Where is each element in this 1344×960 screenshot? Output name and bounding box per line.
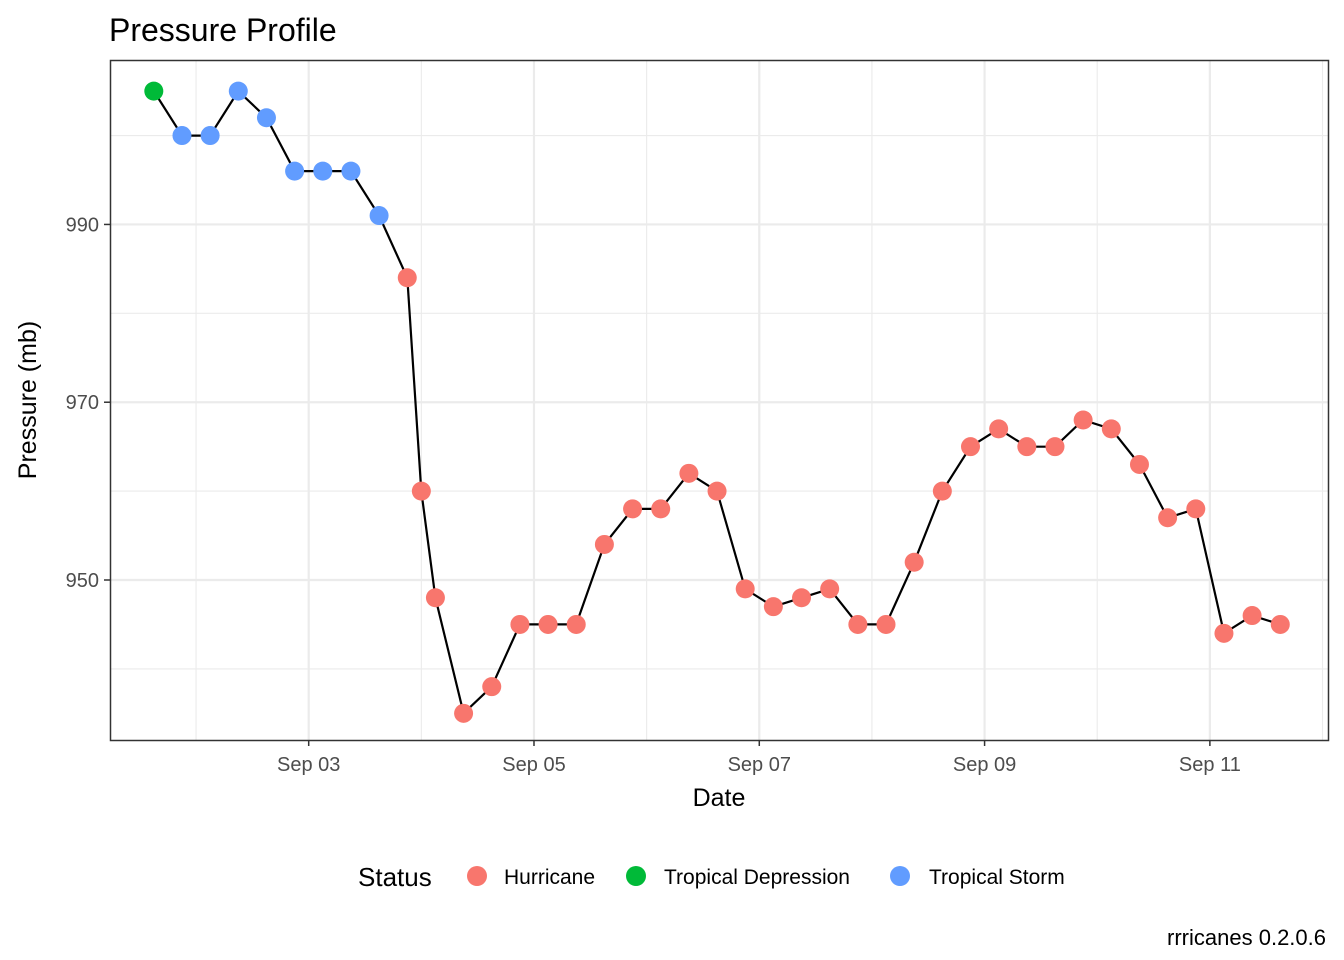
data-point-hurricane — [792, 588, 812, 608]
data-point-hurricane — [1214, 623, 1234, 643]
data-point-hurricane — [735, 579, 755, 599]
x-axis-title: Date — [693, 784, 746, 812]
legend-key-hurricane — [467, 866, 487, 886]
data-point-hurricane — [651, 499, 671, 519]
caption: rrricanes 0.2.0.6 — [1167, 925, 1326, 950]
data-point-hurricane — [904, 552, 924, 572]
legend-key-tropical-storm — [890, 866, 910, 886]
data-point-tropical-depression — [144, 81, 164, 101]
data-point-hurricane — [876, 614, 896, 634]
data-point-hurricane — [454, 703, 474, 723]
data-point-hurricane — [763, 597, 783, 617]
data-point-hurricane — [707, 481, 727, 501]
data-point-hurricane — [397, 268, 417, 288]
legend-label-hurricane: Hurricane — [504, 866, 595, 889]
y-tick-label: 970 — [66, 392, 99, 414]
data-point-hurricane — [1101, 419, 1121, 439]
data-point-hurricane — [961, 437, 981, 457]
data-point-tropical-storm — [313, 161, 333, 181]
legend-label-tropical-storm: Tropical Storm — [929, 866, 1065, 889]
legend-title: Status — [358, 862, 432, 892]
x-tick-label: Sep 07 — [728, 754, 791, 776]
data-point-hurricane — [623, 499, 643, 519]
data-point-hurricane — [425, 588, 445, 608]
data-point-hurricane — [679, 463, 699, 483]
data-point-hurricane — [1017, 437, 1037, 457]
data-point-hurricane — [989, 419, 1009, 439]
data-point-tropical-storm — [256, 108, 276, 128]
x-tick-label: Sep 05 — [502, 754, 565, 776]
y-axis: 950 970 990 — [66, 214, 110, 592]
data-point-hurricane — [1270, 614, 1290, 634]
legend-entries: Hurricane Tropical Depression Tropical Sto… — [467, 866, 1065, 889]
data-point-tropical-storm — [285, 161, 305, 181]
y-axis-title: Pressure (mb) — [14, 321, 42, 479]
legend-key-tropical-depression — [626, 866, 646, 886]
data-point-hurricane — [932, 481, 952, 501]
data-point-hurricane — [411, 481, 431, 501]
data-point-tropical-storm — [341, 161, 361, 181]
x-tick-label: Sep 03 — [277, 754, 340, 776]
data-point-hurricane — [566, 614, 586, 634]
data-point-tropical-storm — [369, 206, 389, 226]
chart-title: Pressure Profile — [109, 12, 337, 48]
data-point-tropical-storm — [228, 81, 248, 101]
data-point-hurricane — [1158, 508, 1178, 528]
y-tick-label: 950 — [66, 570, 99, 592]
x-axis: Sep 03 Sep 05 Sep 07 Sep 09 Sep 11 — [277, 740, 1241, 776]
legend-label-tropical-depression: Tropical Depression — [664, 866, 850, 889]
x-tick-label: Sep 11 — [1179, 754, 1241, 776]
data-point-hurricane — [510, 614, 530, 634]
data-point-tropical-storm — [172, 126, 192, 146]
data-point-hurricane — [1186, 499, 1206, 519]
data-point-hurricane — [482, 677, 502, 697]
data-point-hurricane — [594, 534, 614, 554]
data-point-hurricane — [848, 614, 868, 634]
x-tick-label: Sep 09 — [953, 754, 1016, 776]
series-points-group — [144, 81, 1290, 723]
data-point-hurricane — [538, 614, 558, 634]
data-point-hurricane — [1073, 410, 1093, 430]
data-point-hurricane — [820, 579, 840, 599]
legend: Status Hurricane Tropical Depression Tropi… — [358, 862, 1065, 892]
panel-border — [109, 59, 1330, 742]
data-point-hurricane — [1045, 437, 1065, 457]
data-point-tropical-storm — [200, 126, 220, 146]
data-point-hurricane — [1242, 606, 1262, 626]
data-point-hurricane — [1129, 454, 1149, 474]
y-tick-label: 990 — [66, 214, 99, 236]
